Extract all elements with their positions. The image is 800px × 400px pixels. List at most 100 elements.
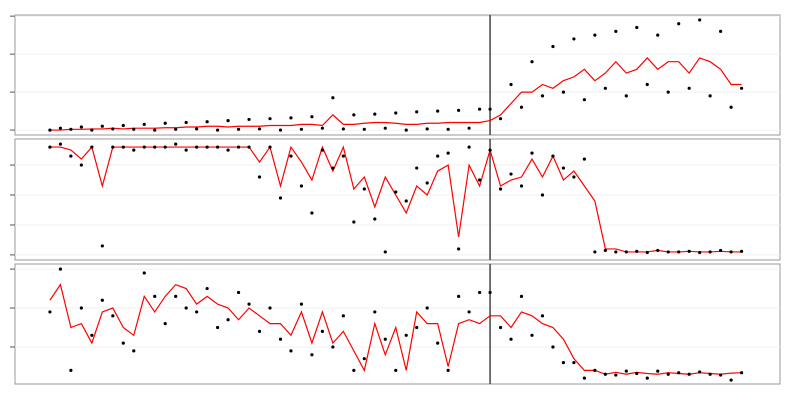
data-point bbox=[415, 325, 419, 330]
data-point bbox=[373, 310, 377, 314]
data-point bbox=[394, 368, 398, 372]
data-point bbox=[446, 368, 450, 372]
data-point bbox=[561, 90, 566, 94]
data-point bbox=[195, 127, 199, 131]
data-point bbox=[142, 122, 146, 126]
data-point bbox=[677, 371, 681, 375]
data-point bbox=[729, 250, 733, 254]
data-point bbox=[645, 376, 649, 380]
panel-frame bbox=[14, 263, 781, 385]
data-point bbox=[310, 353, 314, 357]
data-point bbox=[320, 148, 324, 152]
data-point bbox=[163, 145, 167, 149]
data-point bbox=[90, 128, 94, 132]
data-point bbox=[195, 145, 199, 149]
data-point bbox=[174, 294, 178, 298]
data-point bbox=[530, 60, 534, 64]
data-point bbox=[79, 163, 83, 167]
data-point bbox=[645, 82, 649, 87]
data-point bbox=[509, 337, 513, 341]
data-point bbox=[698, 370, 702, 374]
data-point bbox=[111, 314, 115, 318]
data-point bbox=[247, 145, 251, 149]
data-point bbox=[352, 220, 356, 224]
data-point bbox=[216, 128, 220, 132]
data-point bbox=[498, 117, 503, 121]
data-point bbox=[373, 112, 377, 116]
data-point bbox=[509, 82, 513, 87]
data-point bbox=[90, 333, 94, 337]
data-point bbox=[142, 271, 146, 275]
data-point bbox=[216, 325, 220, 330]
data-point bbox=[614, 373, 618, 377]
data-point bbox=[352, 113, 356, 117]
data-point bbox=[100, 244, 104, 248]
data-point bbox=[404, 333, 408, 337]
data-point bbox=[467, 126, 471, 130]
data-point bbox=[593, 33, 597, 37]
data-point bbox=[320, 329, 324, 334]
data-point bbox=[163, 121, 167, 125]
data-point bbox=[184, 120, 188, 125]
data-point bbox=[132, 127, 136, 131]
data-point bbox=[446, 127, 450, 131]
data-point bbox=[519, 294, 524, 298]
data-point bbox=[383, 250, 387, 254]
data-point bbox=[299, 127, 304, 131]
data-point bbox=[58, 267, 63, 271]
data-point bbox=[624, 94, 628, 98]
data-point bbox=[593, 250, 597, 254]
data-point bbox=[436, 109, 440, 113]
data-point bbox=[257, 329, 262, 334]
data-point bbox=[467, 145, 471, 149]
data-point bbox=[121, 145, 125, 149]
data-point bbox=[278, 337, 283, 341]
data-point bbox=[687, 372, 691, 376]
data-point bbox=[603, 372, 607, 376]
data-point bbox=[216, 145, 220, 149]
data-point bbox=[530, 151, 534, 155]
data-point bbox=[540, 314, 545, 318]
data-point bbox=[614, 250, 618, 254]
data-point bbox=[121, 341, 125, 345]
data-point bbox=[739, 86, 744, 90]
data-point bbox=[656, 369, 660, 373]
panel-frame bbox=[14, 138, 781, 261]
data-point bbox=[687, 86, 691, 90]
data-point bbox=[289, 154, 293, 158]
data-point bbox=[100, 298, 104, 302]
data-point bbox=[572, 37, 576, 41]
data-point bbox=[278, 128, 283, 132]
data-point bbox=[446, 151, 450, 155]
data-point bbox=[425, 181, 429, 185]
data-point bbox=[593, 368, 597, 372]
data-point bbox=[174, 142, 178, 146]
data-point bbox=[132, 148, 136, 152]
data-point bbox=[90, 145, 94, 149]
data-point bbox=[257, 175, 262, 179]
data-point bbox=[331, 166, 335, 170]
data-point bbox=[603, 86, 607, 90]
data-point bbox=[289, 116, 293, 120]
data-point bbox=[582, 376, 586, 380]
data-point bbox=[719, 29, 723, 33]
data-point bbox=[132, 349, 136, 353]
data-point bbox=[425, 127, 429, 131]
data-point bbox=[247, 302, 251, 306]
data-point bbox=[383, 337, 387, 341]
data-point bbox=[614, 29, 618, 33]
data-point bbox=[635, 371, 639, 376]
data-point bbox=[184, 306, 188, 310]
data-point bbox=[163, 322, 167, 326]
data-point bbox=[362, 187, 366, 191]
data-point bbox=[687, 249, 691, 253]
data-point bbox=[415, 166, 419, 170]
data-point bbox=[729, 105, 733, 109]
data-point bbox=[268, 306, 272, 310]
data-point bbox=[498, 187, 503, 191]
data-point bbox=[236, 127, 241, 131]
data-point bbox=[153, 145, 157, 149]
data-point bbox=[519, 105, 524, 109]
data-point bbox=[488, 148, 492, 152]
